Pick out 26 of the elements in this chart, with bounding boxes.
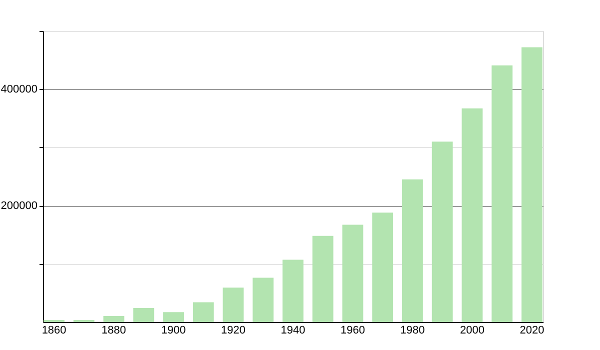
bar	[282, 260, 304, 322]
x-tick-label: 2020	[520, 324, 544, 336]
y-tick-label: 200000	[0, 200, 38, 212]
bar	[372, 212, 394, 322]
bar	[342, 224, 364, 322]
bar	[521, 47, 542, 322]
x-tick-label: 1860	[42, 324, 66, 336]
bar	[492, 65, 513, 322]
bar	[252, 278, 274, 322]
x-tick-label: 1900	[161, 324, 186, 336]
bar	[163, 312, 184, 322]
x-tick-label: 1980	[400, 324, 425, 336]
bar	[222, 288, 244, 322]
bar	[192, 302, 214, 322]
x-tick-label: 2000	[460, 324, 484, 336]
x-tick-label: 1960	[340, 324, 365, 336]
bar	[462, 108, 483, 322]
x-tick-label: 1920	[221, 324, 246, 336]
bar	[103, 316, 124, 322]
bar	[133, 308, 154, 322]
bar	[432, 142, 453, 322]
x-tick-label: 1880	[102, 324, 126, 336]
bar	[402, 179, 423, 322]
y-tick-label: 400000	[0, 84, 38, 96]
x-tick-label: 1940	[280, 324, 306, 336]
bar	[312, 236, 334, 322]
